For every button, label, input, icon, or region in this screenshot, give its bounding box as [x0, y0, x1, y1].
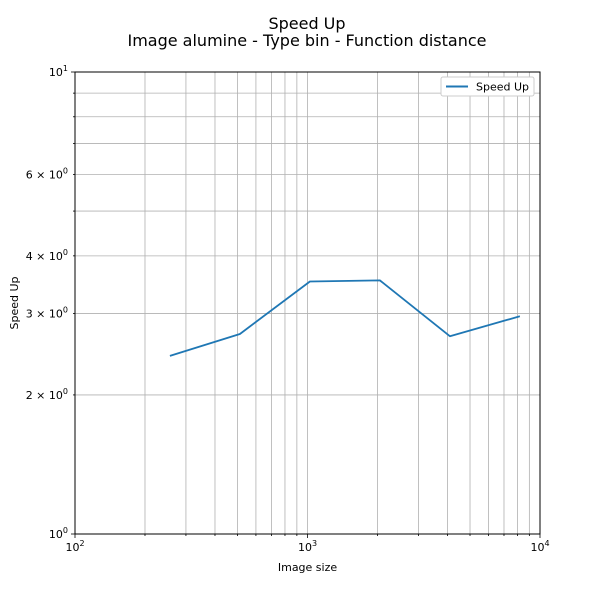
- y-tick-label: 3 × 100: [26, 306, 68, 321]
- series-layer: [169, 279, 521, 357]
- x-tick-label: 103: [298, 539, 317, 554]
- y-tick-label: 4 × 100: [26, 248, 68, 263]
- legend: Speed Up: [440, 76, 535, 97]
- axis-ticks: 102 103 104 100 2 × 100 3 × 100 4 × 100 6 × 100…: [26, 64, 550, 554]
- legend-box: [440, 76, 535, 97]
- y-tick-label: 2 × 100: [26, 387, 68, 402]
- series-line: [169, 279, 521, 357]
- y-tick-label: 6 × 100: [26, 166, 68, 181]
- y-axis-label: Speed Up: [8, 276, 21, 329]
- y-tick-label: 101: [49, 64, 68, 79]
- x-tick-label: 104: [530, 539, 549, 554]
- plot-frame: [74, 71, 541, 535]
- x-tick-label: 102: [65, 539, 84, 554]
- grid-lines: [74, 71, 541, 535]
- x-axis-label: Image size: [278, 561, 338, 574]
- y-tick-label: 100: [49, 526, 68, 541]
- legend-label: Speed Up: [476, 81, 529, 94]
- chart-title: Speed Up: [268, 14, 345, 33]
- chart-subtitle: Image alumine - Type bin - Function dist…: [127, 31, 486, 50]
